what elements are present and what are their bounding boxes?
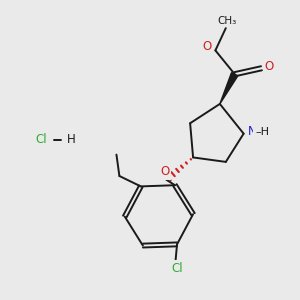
- Polygon shape: [220, 73, 238, 104]
- Text: O: O: [202, 40, 212, 53]
- Text: O: O: [264, 60, 274, 73]
- Text: O: O: [160, 165, 170, 178]
- Text: CH₃: CH₃: [218, 16, 237, 26]
- Text: N: N: [248, 125, 257, 138]
- Text: Cl: Cl: [171, 262, 183, 275]
- Text: Cl: Cl: [36, 133, 47, 146]
- Text: –H: –H: [255, 127, 269, 137]
- Text: H: H: [67, 133, 76, 146]
